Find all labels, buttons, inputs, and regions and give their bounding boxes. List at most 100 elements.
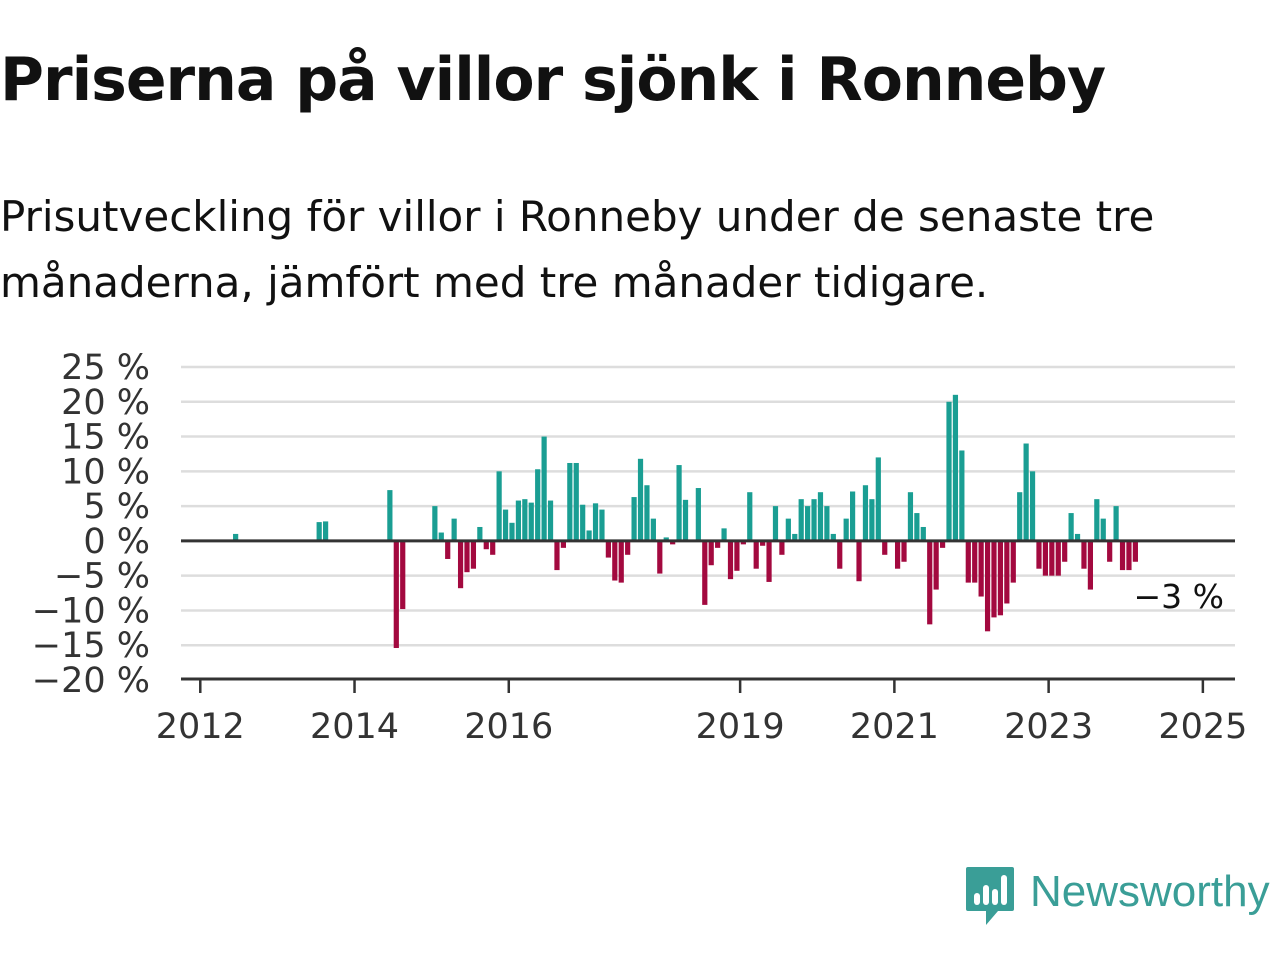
bar [1062, 540, 1068, 562]
x-axis-ticks: 2012 2014 2016 2019 2021 2023 2025 [156, 679, 1247, 740]
x-tick-label: 2012 [156, 707, 245, 740]
bar [1126, 540, 1132, 571]
bar [862, 485, 869, 541]
bar [663, 537, 669, 541]
bar [682, 499, 689, 541]
bar [522, 499, 528, 541]
chart-title: Priserna på villor sjönk i Ronneby [0, 45, 1106, 115]
bar [592, 503, 599, 541]
y-tick-label: 25 % [61, 348, 150, 388]
bar [933, 540, 939, 590]
y-axis-tick-labels: 25 %20 %15 %10 %5 %0 %−5 %−10 %−15 %−20 … [32, 348, 150, 701]
bar [734, 540, 740, 571]
bar [567, 462, 573, 541]
bar [323, 521, 329, 541]
bar [1081, 540, 1087, 569]
bar [1087, 540, 1093, 590]
bar [1107, 540, 1113, 562]
bar [560, 540, 566, 548]
bar [760, 540, 766, 546]
y-tick-label: −10 % [32, 591, 150, 631]
bar [612, 540, 618, 581]
bar [445, 540, 451, 559]
bar [432, 506, 438, 541]
bar [901, 540, 907, 562]
bar [766, 540, 772, 582]
bar [984, 540, 991, 632]
bar [1119, 540, 1126, 571]
y-tick-label: 0 % [83, 522, 150, 562]
bar [554, 540, 560, 571]
bar [644, 485, 650, 541]
bar [631, 497, 637, 541]
bar [805, 506, 811, 541]
bar [869, 499, 875, 541]
brand-name: Newsworthy [1030, 867, 1270, 916]
bar [946, 401, 952, 541]
x-tick-label: 2025 [1158, 707, 1247, 740]
bar [727, 540, 734, 580]
bar [1004, 540, 1010, 604]
bar [715, 540, 721, 548]
bar [972, 540, 978, 583]
bar [618, 540, 624, 583]
bar [387, 490, 393, 541]
bar [747, 492, 753, 541]
chart-subtitle: Prisutveckling för villor i Ronneby unde… [0, 192, 1155, 307]
bar [907, 492, 914, 541]
bar [785, 518, 791, 541]
newsworthy-logo-icon [966, 867, 1014, 925]
bar [605, 540, 611, 558]
bar [535, 469, 541, 541]
bars [233, 394, 1138, 649]
bar [824, 506, 830, 541]
bar [721, 528, 727, 541]
bar [702, 540, 708, 605]
y-tick-label: 5 % [83, 487, 150, 527]
bar [798, 499, 804, 541]
bar [393, 540, 399, 649]
bar [753, 540, 759, 569]
bar [1132, 540, 1138, 562]
y-tick-label: 15 % [61, 418, 150, 458]
bar [515, 500, 522, 541]
bar [580, 504, 586, 541]
bar [586, 530, 592, 541]
newsworthy-logo: Newsworthy [964, 864, 1270, 928]
bar [457, 540, 464, 589]
bar [779, 540, 785, 555]
bar [547, 500, 554, 541]
y-tick-label: −5 % [54, 557, 150, 597]
bar [939, 540, 946, 548]
bar [920, 526, 926, 541]
y-tick-label: −15 % [32, 626, 150, 666]
bar [792, 533, 798, 541]
bar [914, 513, 920, 541]
x-tick-label: 2014 [310, 707, 399, 740]
bar [978, 540, 984, 597]
bar [477, 526, 483, 541]
bar [1068, 513, 1074, 541]
bar [772, 506, 779, 541]
y-tick-label: −20 % [32, 661, 150, 701]
bar [708, 540, 714, 566]
bar [1113, 506, 1119, 541]
bar [991, 540, 997, 618]
y-tick-label: 20 % [61, 383, 150, 423]
bar-chart: 25 %20 %15 %10 %5 %0 %−5 %−10 %−15 %−20 … [32, 348, 1248, 740]
bar [856, 540, 862, 582]
bar [695, 488, 701, 541]
bar [573, 462, 579, 541]
bar [811, 499, 817, 541]
y-gridlines [181, 365, 1235, 647]
bar [490, 540, 496, 555]
bar [965, 540, 971, 583]
bar [927, 540, 933, 625]
bar [438, 532, 444, 541]
bar [875, 457, 881, 541]
bar [959, 450, 965, 541]
x-tick-label: 2016 [464, 707, 553, 740]
bar [1010, 540, 1016, 583]
bar [952, 394, 959, 541]
bar [894, 540, 901, 569]
